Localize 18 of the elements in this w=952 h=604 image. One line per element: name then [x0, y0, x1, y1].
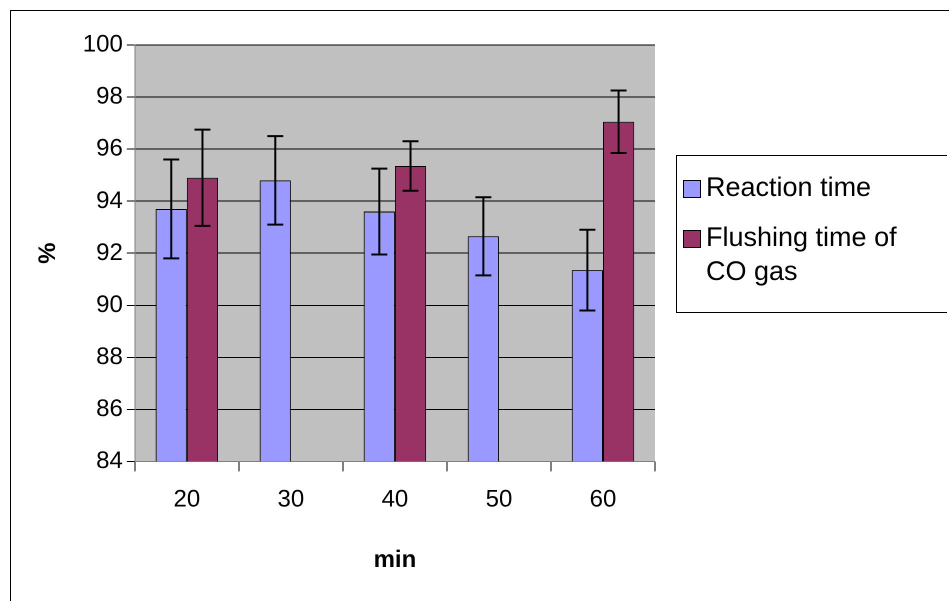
- x-tick-label: 20: [174, 485, 200, 512]
- y-tick-label: 90: [96, 290, 123, 318]
- x-axis-title: min: [374, 546, 416, 574]
- y-tick-label: 96: [96, 134, 123, 162]
- legend-label: Reaction time: [706, 171, 872, 204]
- y-tick-label: 94: [96, 186, 123, 214]
- x-tick-label: 50: [486, 485, 512, 512]
- y-tick-label: 92: [96, 238, 123, 266]
- y-tick-label: 84: [96, 447, 123, 474]
- x-tick-label: 40: [382, 485, 408, 512]
- y-tick-label: 86: [96, 394, 123, 422]
- x-tick-label: 60: [590, 485, 616, 512]
- y-tick-label: 98: [96, 82, 123, 110]
- y-tick-label: 88: [96, 342, 123, 370]
- legend-label: Flushing time of CO gas: [706, 221, 898, 288]
- y-axis-title: %: [34, 242, 62, 264]
- y-tick-label: 100: [82, 30, 123, 58]
- x-tick-label: 30: [278, 485, 304, 512]
